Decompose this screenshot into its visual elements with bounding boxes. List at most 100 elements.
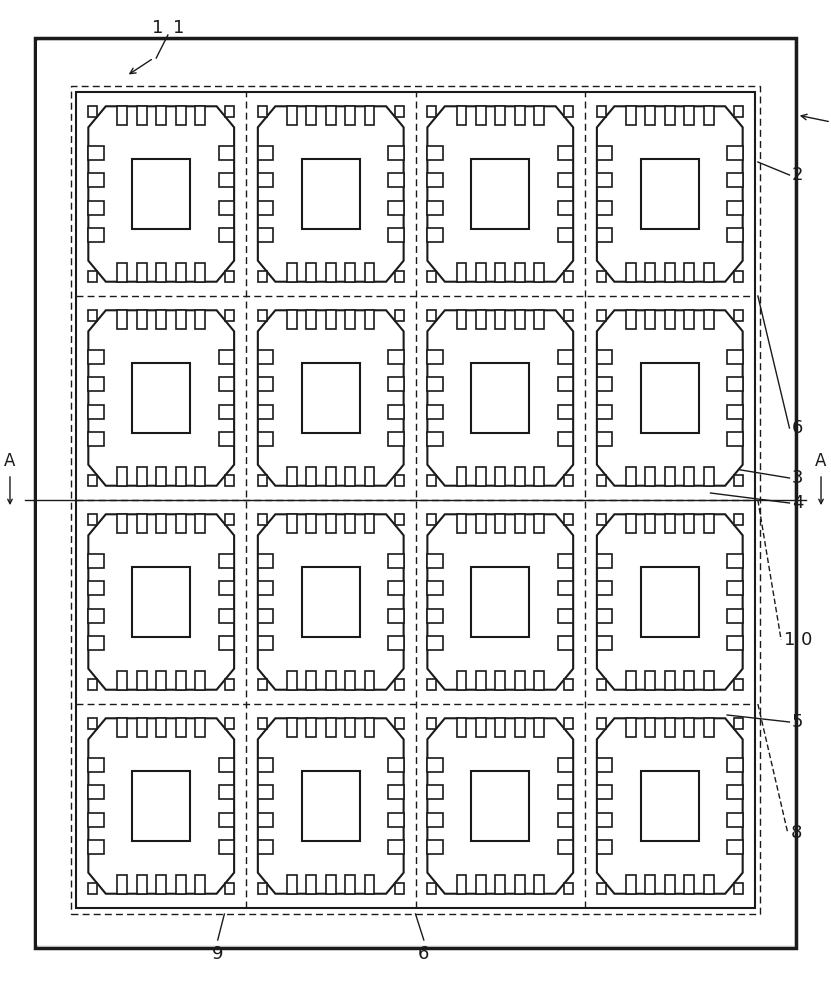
Bar xyxy=(456,106,466,125)
Bar xyxy=(427,228,443,242)
Bar xyxy=(219,432,234,446)
Bar xyxy=(564,271,573,282)
Polygon shape xyxy=(258,514,404,690)
Bar xyxy=(495,514,505,533)
Bar xyxy=(326,263,336,282)
Bar xyxy=(287,263,297,282)
Bar xyxy=(326,875,336,894)
Bar xyxy=(495,467,505,486)
Bar xyxy=(258,106,267,117)
Bar xyxy=(258,350,273,364)
Bar xyxy=(76,92,755,908)
Bar xyxy=(258,609,273,623)
Bar xyxy=(476,875,485,894)
Bar xyxy=(685,263,694,282)
Bar xyxy=(137,671,146,690)
Bar xyxy=(346,467,355,486)
Bar xyxy=(225,106,234,117)
Bar xyxy=(219,554,234,568)
Bar xyxy=(665,875,675,894)
Bar xyxy=(88,228,104,242)
Bar xyxy=(597,554,612,568)
Bar xyxy=(456,310,466,329)
Bar xyxy=(307,263,316,282)
Bar xyxy=(365,718,375,737)
Bar xyxy=(597,432,612,446)
Bar xyxy=(558,813,573,827)
Bar xyxy=(456,875,466,894)
Bar xyxy=(395,883,404,894)
Bar xyxy=(287,467,297,486)
Polygon shape xyxy=(427,106,573,282)
Bar xyxy=(495,718,505,737)
Bar xyxy=(597,350,612,364)
Bar xyxy=(641,363,699,433)
Bar xyxy=(176,875,185,894)
Bar xyxy=(219,146,234,160)
Bar xyxy=(137,514,146,533)
Bar xyxy=(646,310,655,329)
Bar xyxy=(225,310,234,321)
Bar xyxy=(515,875,524,894)
Bar xyxy=(558,146,573,160)
Bar xyxy=(597,228,612,242)
Bar xyxy=(365,263,375,282)
Bar xyxy=(346,718,355,737)
Bar xyxy=(117,263,127,282)
Bar xyxy=(388,173,404,187)
Bar xyxy=(558,432,573,446)
Bar xyxy=(176,718,185,737)
Bar xyxy=(219,785,234,799)
Bar xyxy=(132,771,190,841)
Bar xyxy=(734,271,743,282)
Bar xyxy=(88,377,104,391)
Bar xyxy=(727,581,743,595)
Bar xyxy=(395,679,404,690)
Polygon shape xyxy=(427,310,573,486)
Bar xyxy=(564,514,573,525)
Bar xyxy=(365,514,375,533)
Bar xyxy=(626,671,636,690)
Bar xyxy=(597,377,612,391)
Bar xyxy=(88,146,104,160)
Bar xyxy=(258,228,273,242)
Bar xyxy=(734,475,743,486)
Bar xyxy=(225,514,234,525)
Bar xyxy=(258,785,273,799)
Bar xyxy=(495,671,505,690)
Bar xyxy=(646,467,655,486)
Bar xyxy=(564,106,573,117)
Bar xyxy=(495,875,505,894)
Bar xyxy=(704,671,714,690)
Bar xyxy=(727,758,743,772)
Bar xyxy=(137,875,146,894)
Bar xyxy=(137,718,146,737)
Bar xyxy=(156,514,166,533)
Bar xyxy=(156,875,166,894)
Bar xyxy=(346,875,355,894)
Bar xyxy=(326,467,336,486)
Bar xyxy=(395,310,404,321)
Bar xyxy=(88,514,97,525)
Bar xyxy=(287,875,297,894)
Bar xyxy=(597,679,606,690)
Bar xyxy=(727,173,743,187)
Bar xyxy=(132,363,190,433)
Bar xyxy=(597,609,612,623)
Bar xyxy=(117,106,127,125)
Bar xyxy=(495,106,505,125)
Bar xyxy=(258,146,273,160)
Polygon shape xyxy=(597,718,743,894)
Bar xyxy=(156,467,166,486)
Bar xyxy=(476,106,485,125)
Text: 3: 3 xyxy=(792,469,804,487)
Bar xyxy=(176,467,185,486)
Bar xyxy=(597,146,612,160)
Bar xyxy=(534,263,544,282)
Bar xyxy=(388,636,404,650)
Bar xyxy=(307,514,316,533)
Bar xyxy=(727,350,743,364)
Bar xyxy=(195,514,205,533)
Bar xyxy=(456,467,466,486)
Bar xyxy=(388,201,404,215)
